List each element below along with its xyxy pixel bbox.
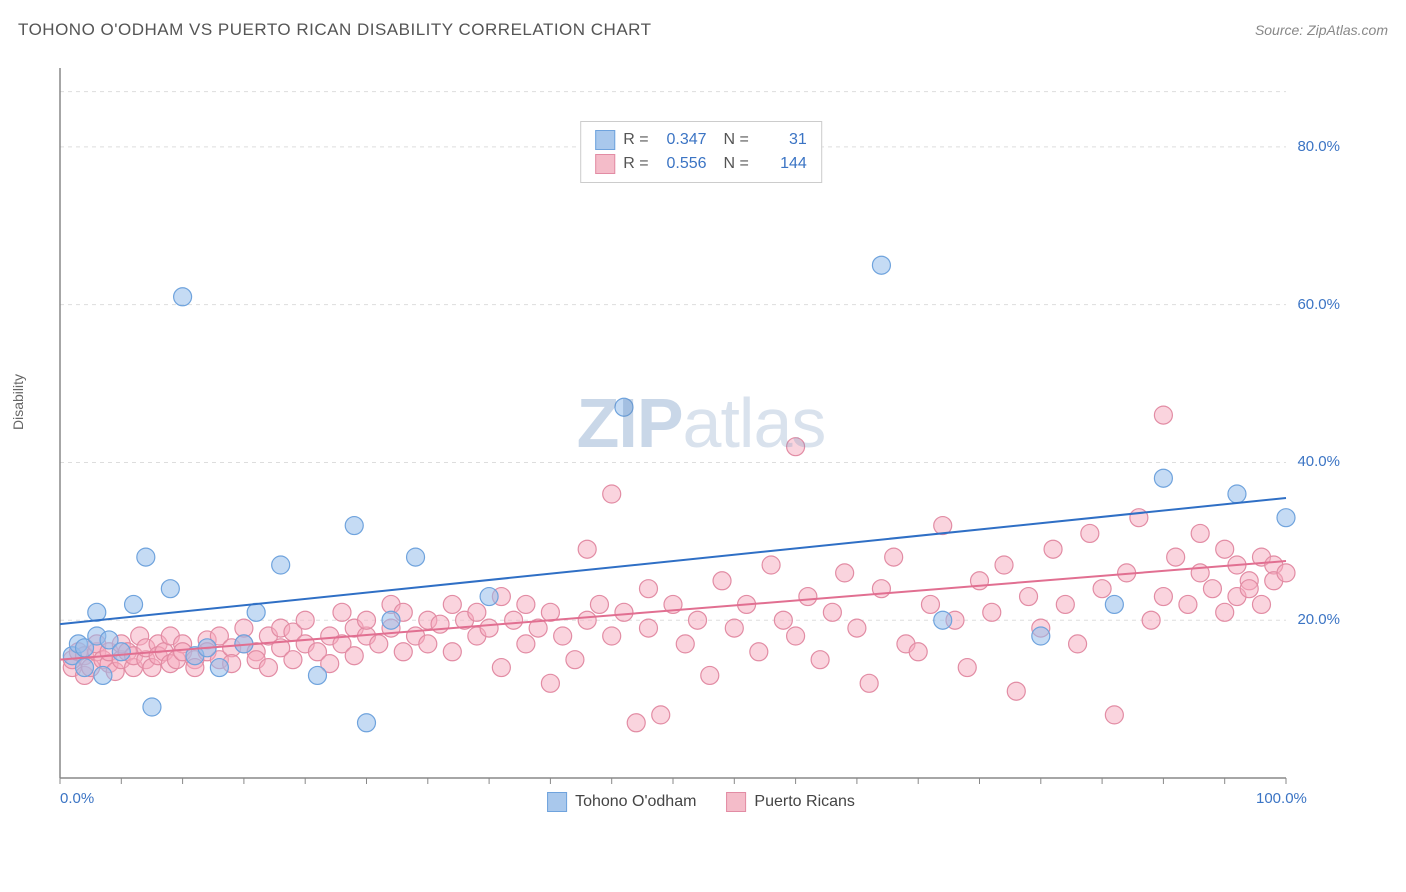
legend-label-1: Puerto Ricans bbox=[754, 793, 855, 811]
legend-r-value-1: 0.556 bbox=[657, 155, 707, 173]
legend-item-1: Puerto Ricans bbox=[726, 792, 855, 812]
source-name: ZipAtlas.com bbox=[1307, 22, 1388, 38]
legend-swatch-0 bbox=[595, 130, 615, 150]
legend-n-label: N = bbox=[715, 131, 749, 149]
legend-swatch-bottom-1 bbox=[726, 792, 746, 812]
legend-r-label: R = bbox=[623, 131, 648, 149]
y-axis-label: Disability bbox=[10, 374, 26, 430]
source-prefix: Source: bbox=[1255, 22, 1307, 38]
x-tick-label: 0.0% bbox=[60, 790, 94, 807]
legend-row-series-0: R = 0.347 N = 31 bbox=[595, 128, 807, 152]
legend-label-0: Tohono O'odham bbox=[575, 793, 696, 811]
chart-area: ZIPatlas R = 0.347 N = 31 R = 0.556 N = … bbox=[56, 58, 1346, 818]
y-tick-label: 40.0% bbox=[1297, 453, 1340, 470]
legend-item-0: Tohono O'odham bbox=[547, 792, 696, 812]
x-tick-label: 100.0% bbox=[1256, 790, 1307, 807]
legend-n-value-1: 144 bbox=[757, 155, 807, 173]
legend-r-value-0: 0.347 bbox=[657, 131, 707, 149]
y-tick-label: 80.0% bbox=[1297, 138, 1340, 155]
legend-row-series-1: R = 0.556 N = 144 bbox=[595, 152, 807, 176]
legend-n-value-0: 31 bbox=[757, 131, 807, 149]
y-tick-label: 60.0% bbox=[1297, 296, 1340, 313]
chart-title: TOHONO O'ODHAM VS PUERTO RICAN DISABILIT… bbox=[18, 20, 652, 40]
legend-swatch-1 bbox=[595, 154, 615, 174]
chart-header: TOHONO O'ODHAM VS PUERTO RICAN DISABILIT… bbox=[18, 20, 1388, 40]
legend-r-label: R = bbox=[623, 155, 648, 173]
series-legend: Tohono O'odham Puerto Ricans bbox=[547, 792, 855, 812]
legend-swatch-bottom-0 bbox=[547, 792, 567, 812]
correlation-legend: R = 0.347 N = 31 R = 0.556 N = 144 bbox=[580, 121, 822, 183]
source-attribution: Source: ZipAtlas.com bbox=[1255, 22, 1388, 38]
legend-n-label: N = bbox=[715, 155, 749, 173]
y-tick-label: 20.0% bbox=[1297, 611, 1340, 628]
